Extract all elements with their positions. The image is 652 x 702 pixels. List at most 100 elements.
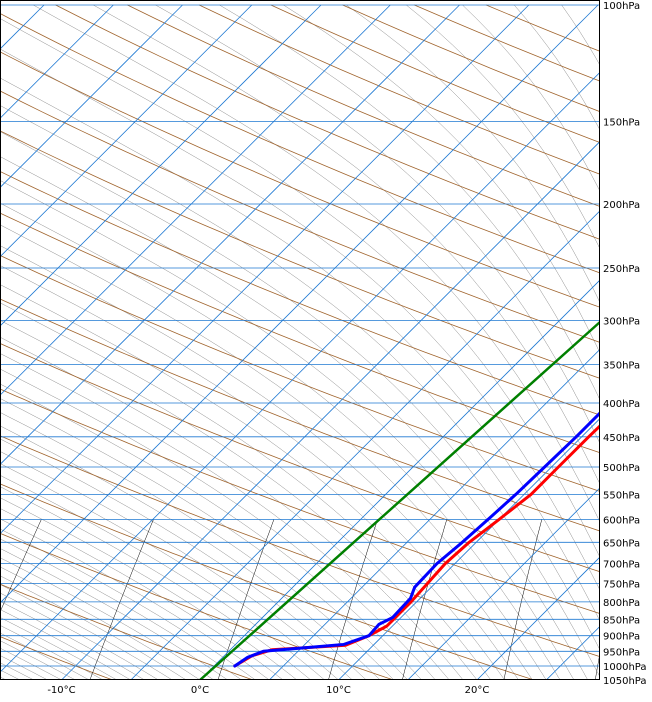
isotherm [0,4,183,189]
temperature-tick-label: 10°C [326,685,351,696]
pressure-tick-label: 750hPa [603,579,640,590]
dry-adiabat [198,4,600,175]
moist-adiabat [0,438,367,680]
dry-adiabat [0,51,600,308]
moist-adiabat [0,640,76,680]
moist-adiabat [0,528,256,680]
moist-adiabat [346,4,600,304]
moist-adiabat [0,425,381,680]
pressure-tick-label: 1000hPa [603,662,647,673]
moist-adiabat [0,105,600,651]
moist-adiabat [155,4,600,445]
grid-layer [0,4,652,680]
moist-adiabat [0,538,242,680]
isotherm [130,210,600,680]
isotherm [0,4,45,50]
dry-adiabat [0,636,114,680]
dry-adiabat [127,4,600,207]
dry-adiabat [0,255,600,492]
moist-adiabat [0,451,353,680]
moist-adiabat [0,584,173,680]
moist-adiabat [0,265,519,680]
moist-adiabat [93,4,600,485]
dewpoint-profile [233,410,600,668]
pressure-tick-label: 300hPa [603,316,640,327]
moist-adiabat [0,156,589,680]
isotherm [0,4,599,604]
isotherm [0,4,114,119]
moist-adiabat [0,412,395,680]
moist-adiabat [0,77,600,622]
series-layer [233,410,600,668]
moist-adiabat [0,353,450,680]
isotherm [0,4,530,535]
isotherm [0,4,391,396]
highlight-line [198,320,600,680]
mixing-ratio-line [89,519,154,680]
dry-adiabat [0,343,600,573]
plot-frame [0,0,600,680]
isotherm [407,487,600,680]
dry-adiabat [0,212,600,454]
dry-adiabat [0,90,600,343]
isotherm [0,71,600,673]
moist-adiabat [0,245,533,680]
pressure-tick-label: 250hPa [603,264,640,275]
dry-adiabat [0,532,394,680]
pressure-tick-label: 500hPa [603,463,640,474]
pressure-tick-label: 700hPa [603,560,640,571]
mixing-ratio-line [594,651,600,680]
moist-adiabat [0,617,118,680]
isotherm [0,4,253,258]
isotherm [269,348,600,680]
dry-adiabat [0,298,600,532]
mixing-ratio-line [402,519,448,680]
moist-adiabat [0,609,132,680]
dry-adiabat [0,483,535,680]
moist-adiabat [0,18,600,558]
moist-adiabat [0,548,228,680]
pressure-tick-label: 100hPa [603,1,640,12]
isotherm [476,556,600,680]
moist-adiabat [0,486,312,680]
pressure-tick-label: 950hPa [603,647,640,658]
moist-adiabat [0,518,270,680]
pressure-tick-label: 200hPa [603,200,640,211]
moist-adiabat [0,336,464,680]
pressure-tick-label: 1050hPa [603,676,647,687]
dry-adiabat [0,583,254,680]
dry-adiabat [0,388,600,614]
temperature-tick-label: -10°C [47,685,75,696]
pressure-tick-label: 400hPa [603,399,640,410]
isotherm [338,417,600,680]
moist-adiabat [33,4,600,523]
dry-adiabat [0,130,600,379]
pressure-tick-label: 550hPa [603,490,640,501]
moist-adiabat [0,625,104,680]
moist-adiabat [283,4,600,354]
pressure-tick-label: 150hPa [603,117,640,128]
dry-adiabat [0,170,600,416]
isotherm [199,279,600,680]
pressure-tick-label: 900hPa [603,632,640,643]
mixing-ratio-line [328,519,378,680]
isotherm [0,4,460,466]
moist-adiabat [0,474,325,680]
moist-adiabat [0,302,492,680]
moist-adiabat [0,497,298,680]
pressure-tick-label: 350hPa [603,361,640,372]
moist-adiabat [0,284,505,680]
moist-adiabat [0,224,547,680]
pressure-tick-label: 600hPa [603,515,640,526]
moist-adiabat [0,463,339,680]
moist-adiabat [0,600,145,680]
moist-adiabat [645,5,652,680]
moist-adiabat [219,4,600,401]
moist-adiabat [0,320,478,680]
moist-adiabat [0,566,201,680]
pressure-axis-labels: 100hPa 150hPa 200hPa 250hPa 300hPa 350hPa 400h… [603,1,647,687]
moist-adiabat [0,592,159,680]
temperature-axis-labels: -10°C 0°C 10°C 20°C [47,685,489,696]
temperature-tick-label: 0°C [191,685,209,696]
